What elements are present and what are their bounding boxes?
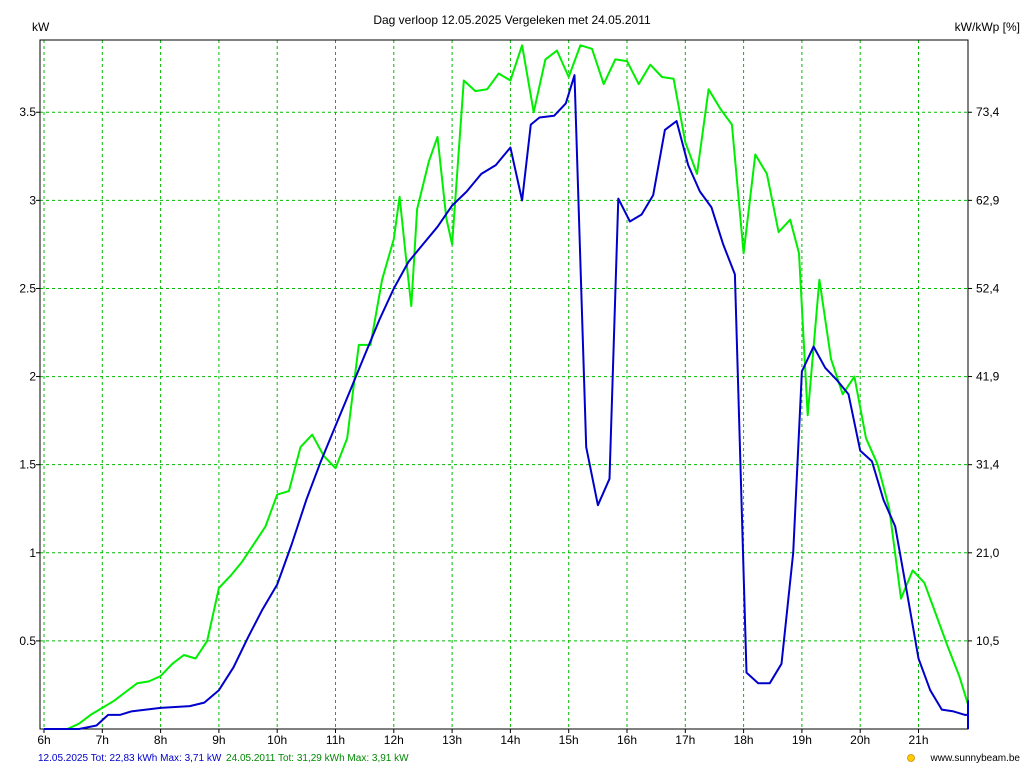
y-tick-label-left: 2 [29, 370, 36, 384]
y-tick-label-right: 41,9 [976, 370, 1000, 384]
x-tick-label: 11h [326, 733, 345, 747]
y-tick-label-right: 62,9 [976, 193, 1000, 207]
y-tick-label-left: 3 [29, 193, 36, 207]
y-tick-label-left: 3.5 [19, 105, 36, 119]
y-tick-label-right: 31,4 [976, 458, 1000, 472]
x-tick-label: 19h [792, 733, 812, 747]
sun-icon [907, 754, 915, 762]
y-tick-label-right: 52,4 [976, 281, 1000, 295]
x-tick-label: 16h [617, 733, 637, 747]
y-tick-label-right: 73,4 [976, 105, 1000, 119]
watermark: www.sunnybeam.be [907, 753, 1021, 764]
y-tick-label-left: 1 [29, 546, 36, 560]
series-lines [44, 44, 969, 730]
x-tick-label: 8h [154, 733, 167, 747]
series-line-12-05-2025 [44, 74, 969, 730]
x-ticks: 6h 7h 8h 9h 10h 11h 12h 13h 14h 15h 16h 17h 18h 19h 20… [37, 729, 929, 747]
x-tick-label: 9h [212, 733, 225, 747]
x-tick-label: 17h [675, 733, 695, 747]
x-tick-label: 6h [37, 733, 50, 747]
x-tick-label: 15h [559, 733, 579, 747]
legend-line: 12.05.2025 Tot: 22,83 kWh Max: 3,71 kW 2… [38, 753, 409, 764]
watermark-text: www.sunnybeam.be [930, 753, 1021, 764]
y-tick-label-left: 2.5 [19, 281, 36, 295]
y-axis-left-label: kW [32, 20, 50, 34]
x-tick-label: 10h [267, 733, 287, 747]
x-tick-label: 21h [908, 733, 928, 747]
x-tick-label: 14h [500, 733, 520, 747]
x-tick-label: 13h [442, 733, 462, 747]
x-tick-label: 20h [850, 733, 870, 747]
legend-green: 24.05.2011 Tot: 31,29 kWh Max: 3,91 kW [226, 753, 409, 764]
y-tick-label-left: 1.5 [19, 458, 36, 472]
plot-frame [39, 39, 969, 730]
x-tick-label: 18h [734, 733, 754, 747]
x-tick-label: 7h [96, 733, 109, 747]
grid-lines [40, 40, 968, 729]
legend-blue: 12.05.2025 Tot: 22,83 kWh Max: 3,71 kW [38, 753, 222, 764]
y-tick-label-left: 0.5 [19, 634, 36, 648]
y-tick-label-right: 10,5 [976, 634, 1000, 648]
x-tick-label: 12h [384, 733, 404, 747]
y-axis-right-label: kW/kWp [%] [955, 20, 1020, 34]
y-ticks-left: 0.5 1 1.5 2 2.5 3 3.5 [19, 105, 40, 648]
chart-title: Dag verloop 12.05.2025 Vergeleken met 24… [373, 13, 651, 27]
y-tick-label-right: 21,0 [976, 546, 1000, 560]
series-line-24-05-2011 [44, 44, 969, 730]
y-ticks-right: 10,5 21,0 31,4 41,9 52,4 62,9 73,4 [968, 105, 1000, 648]
